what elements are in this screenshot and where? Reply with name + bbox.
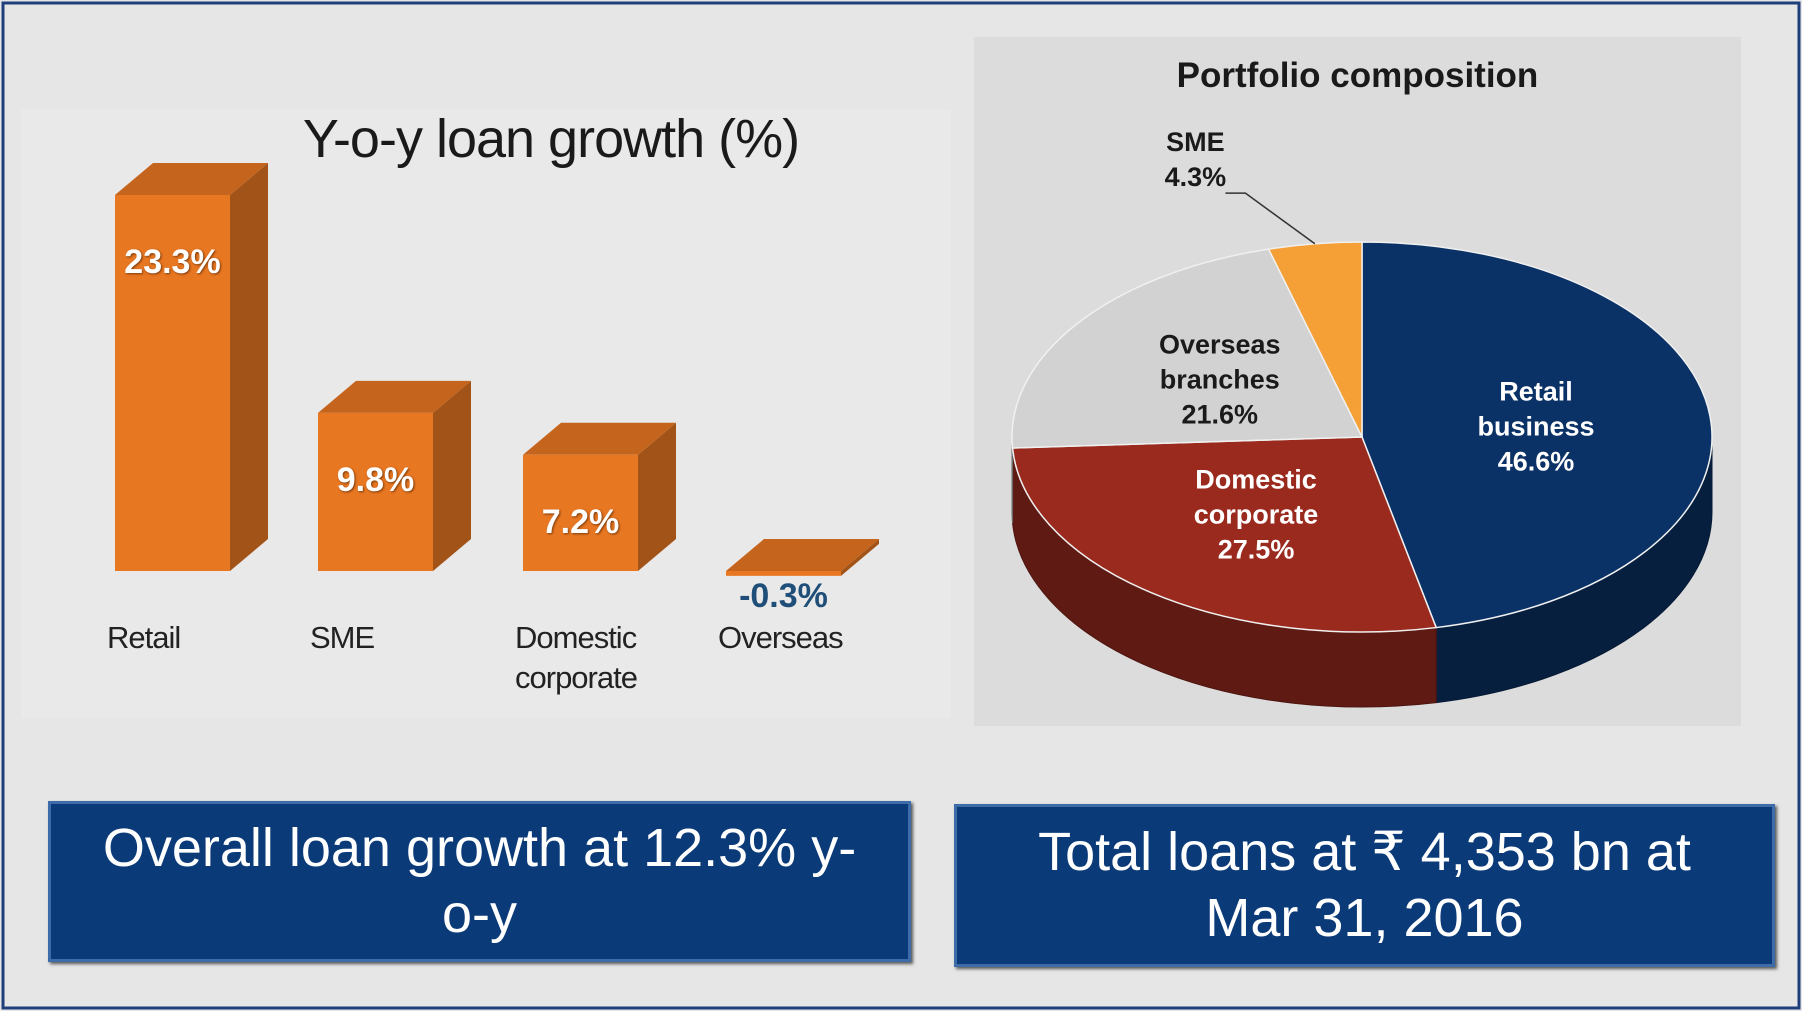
bar bbox=[523, 454, 638, 571]
bar-top bbox=[318, 380, 471, 413]
slice-label: SME 4.3% bbox=[1115, 125, 1275, 195]
pie-title: Portfolio composition bbox=[1176, 56, 1539, 95]
bar-top bbox=[115, 163, 268, 195]
pie-slice bbox=[1267, 241, 1363, 438]
callout: Overall loan growth at 12.3% y-o-y bbox=[48, 801, 911, 962]
category-label: Domestic corporate bbox=[515, 620, 638, 696]
bar bbox=[726, 571, 841, 576]
bar-side bbox=[230, 163, 268, 571]
slice-label: Overseas branches 21.6% bbox=[1140, 328, 1300, 433]
slice-value: 21.6% bbox=[1181, 399, 1259, 430]
callout: Total loans at ₹ 4,353 bn at Mar 31, 201… bbox=[954, 804, 1775, 967]
bar-side bbox=[433, 380, 471, 571]
category-label: SME bbox=[310, 620, 375, 655]
bar bbox=[318, 412, 433, 571]
slice-name: Domestic corporate bbox=[1193, 463, 1319, 530]
pie-slice bbox=[1361, 241, 1713, 629]
bar-top bbox=[523, 422, 676, 455]
pie-slice bbox=[1011, 248, 1364, 449]
slice-value: 4.3% bbox=[1164, 162, 1227, 193]
slice-label: Retail business 46.6% bbox=[1456, 374, 1616, 479]
value-label: 7.2% bbox=[541, 502, 620, 541]
bar-side bbox=[841, 539, 879, 576]
leader-line bbox=[1225, 192, 1316, 245]
slice-name: SME bbox=[1166, 127, 1225, 158]
value-label: 9.8% bbox=[336, 460, 415, 499]
slice-name: Overseas branches bbox=[1158, 329, 1281, 395]
value-label: 23.3% bbox=[124, 243, 221, 281]
bar-title: Y-o-y loan growth (%) bbox=[302, 109, 800, 169]
slice-value: 27.5% bbox=[1217, 534, 1295, 565]
slice-label: Domestic corporate 27.5% bbox=[1176, 462, 1336, 567]
pie-slice bbox=[1011, 436, 1438, 633]
slice-value: 46.6% bbox=[1497, 446, 1575, 477]
value-label: -0.3% bbox=[739, 577, 828, 615]
bar-top bbox=[726, 539, 879, 571]
category-label: Retail bbox=[107, 620, 181, 655]
slice-name: Retail business bbox=[1477, 375, 1595, 442]
category-label: Overseas bbox=[718, 620, 844, 655]
bar-side bbox=[638, 422, 676, 571]
bar bbox=[115, 195, 230, 571]
